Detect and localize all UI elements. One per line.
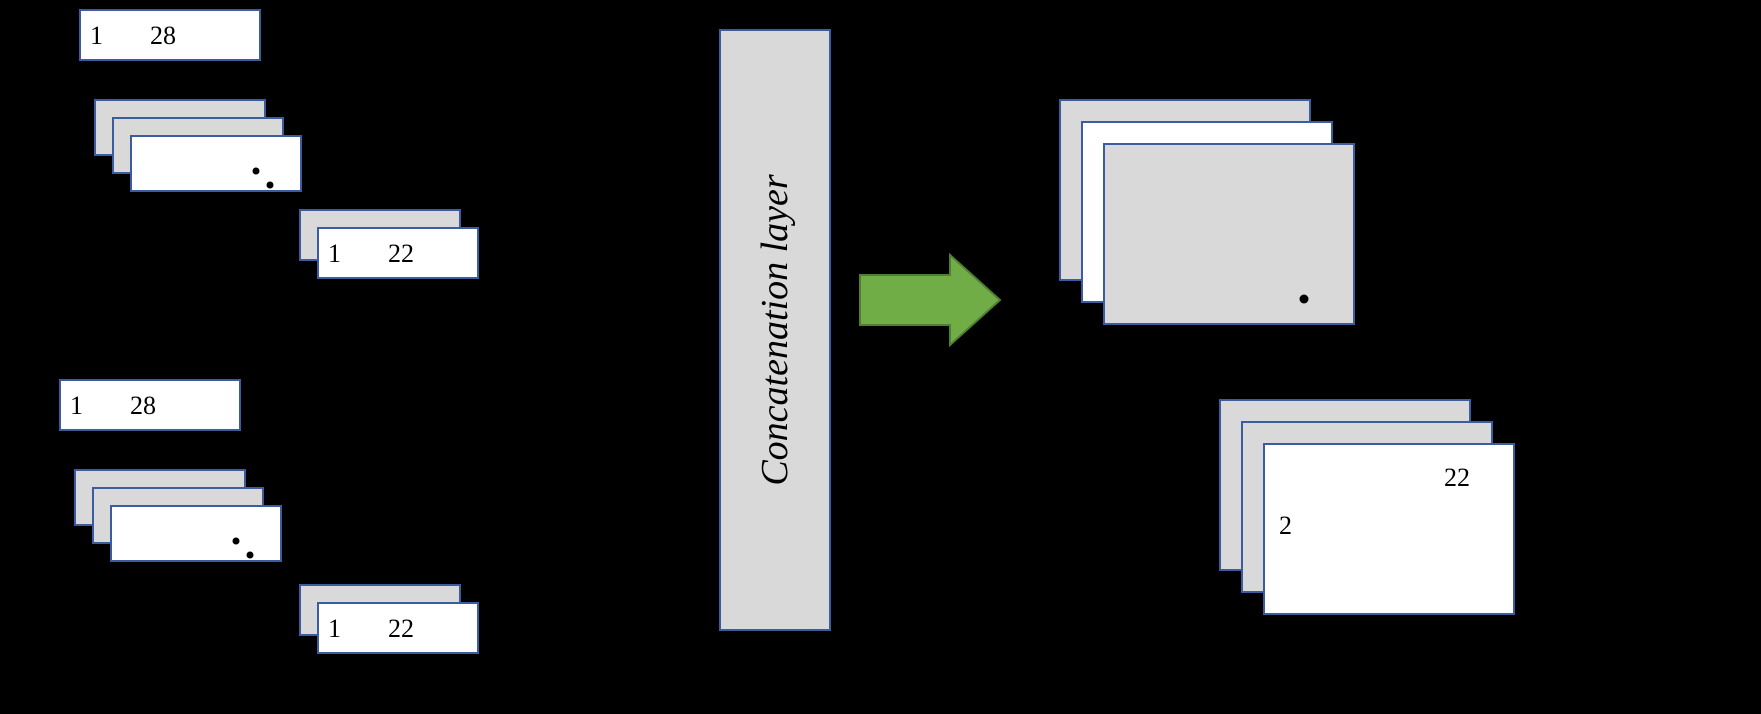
- card-rect: [1104, 144, 1354, 324]
- ellipsis-dot: [1300, 295, 1309, 304]
- label-text: 1: [70, 391, 83, 420]
- ellipsis-dot: [247, 552, 254, 559]
- card-rect: [111, 506, 281, 561]
- label-text: 1: [328, 614, 341, 643]
- label-text: 28: [150, 21, 176, 50]
- ellipsis-dot: [233, 538, 240, 545]
- concatenation-layer-label: Concatenation layer: [754, 174, 796, 486]
- label-text: 22: [388, 614, 414, 643]
- ellipsis-dot: [253, 168, 260, 175]
- label-text: 22: [388, 239, 414, 268]
- card-rect: [131, 136, 301, 191]
- label-text: 1: [90, 21, 103, 50]
- label-text: 22: [1444, 463, 1470, 492]
- arrow-icon: [860, 255, 1000, 345]
- label-text: 2: [1279, 511, 1292, 540]
- card-rect: [1264, 444, 1514, 614]
- ellipsis-dot: [267, 182, 274, 189]
- label-text: 28: [130, 391, 156, 420]
- label-text: 1: [328, 239, 341, 268]
